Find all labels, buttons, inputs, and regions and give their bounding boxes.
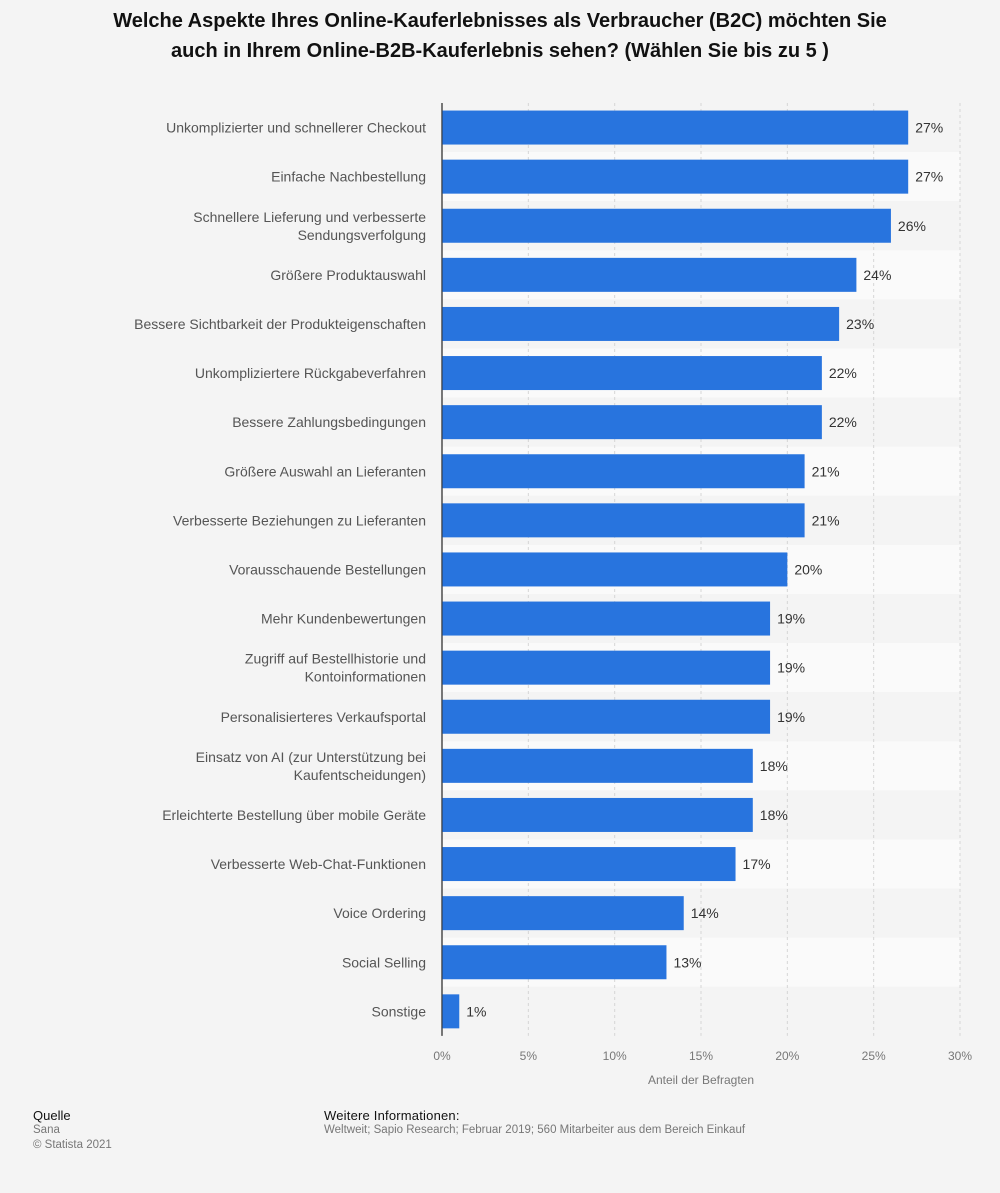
category-label: Schnellere Lieferung und verbesserte Send…: [193, 209, 426, 243]
value-label: 27%: [915, 169, 943, 185]
category-label: Vorausschauende Bestellungen: [229, 561, 426, 577]
bar[interactable]: [442, 454, 805, 489]
category-label-line: Sendungsverfolgung: [298, 227, 426, 243]
chart-title-line-2: auch in Ihrem Online-B2B-Kauferlebnis se…: [171, 40, 829, 62]
source-name[interactable]: Sana: [33, 1124, 60, 1136]
value-label: 23%: [846, 316, 874, 332]
bar[interactable]: [442, 405, 822, 440]
info-text: Weltweit; Sapio Research; Februar 2019; …: [324, 1124, 746, 1136]
bar[interactable]: [442, 797, 753, 832]
category-label: Social Selling: [342, 954, 426, 970]
category-label-line: Größere Auswahl an Lieferanten: [224, 463, 426, 479]
category-label-line: Mehr Kundenbewertungen: [261, 611, 426, 627]
x-tick-label: 5%: [520, 1049, 538, 1063]
source-block: Quelle Sana © Statista 2021: [33, 1108, 112, 1153]
value-label: 18%: [760, 758, 788, 774]
category-label-line: Verbesserte Web-Chat-Funktionen: [211, 856, 426, 872]
info-block: Weitere Informationen: Weltweit; Sapio R…: [324, 1108, 745, 1138]
category-label-line: Einfache Nachbestellung: [271, 169, 426, 185]
value-label: 14%: [691, 905, 719, 921]
value-label: 21%: [812, 463, 840, 479]
source-heading: Quelle: [33, 1108, 71, 1123]
category-label-line: Voice Ordering: [333, 905, 426, 921]
bar[interactable]: [442, 110, 909, 145]
value-label: 26%: [898, 218, 926, 234]
category-label: Unkomplizierter und schnellerer Checkout: [166, 120, 426, 136]
bar[interactable]: [442, 159, 909, 194]
copyright: © Statista 2021: [33, 1139, 112, 1151]
value-label: 21%: [812, 512, 840, 528]
info-heading: Weitere Informationen:: [324, 1108, 460, 1123]
value-label: 1%: [466, 1003, 486, 1019]
category-label: Voice Ordering: [333, 905, 426, 921]
category-label: Bessere Sichtbarkeit der Produkteigensch…: [134, 316, 426, 332]
category-label-line: Sonstige: [372, 1003, 427, 1019]
category-label: Erleichterte Bestellung über mobile Gerä…: [162, 807, 426, 823]
value-label: 22%: [829, 365, 857, 381]
category-label-line: Social Selling: [342, 954, 426, 970]
bar[interactable]: [442, 945, 667, 980]
bar-chart: 27% Unkomplizierter und schnellerer Check…: [134, 103, 972, 1087]
category-label: Mehr Kundenbewertungen: [261, 611, 426, 627]
bar[interactable]: [442, 699, 771, 734]
category-label: Größere Auswahl an Lieferanten: [224, 463, 426, 479]
bar[interactable]: [442, 601, 771, 636]
category-label: Unkompliziertere Rückgabeverfahren: [195, 365, 426, 381]
bar[interactable]: [442, 896, 684, 931]
category-label: Sonstige: [372, 1003, 427, 1019]
x-tick-label: 30%: [948, 1049, 972, 1063]
bar[interactable]: [442, 650, 771, 685]
value-label: 19%: [777, 660, 805, 676]
bar[interactable]: [442, 306, 840, 341]
category-label: Bessere Zahlungsbedingungen: [232, 414, 426, 430]
value-label: 22%: [829, 414, 857, 430]
value-label: 19%: [777, 709, 805, 725]
x-tick-label: 15%: [689, 1049, 713, 1063]
x-axis-title: Anteil der Befragten: [648, 1073, 754, 1087]
value-label: 20%: [794, 561, 822, 577]
category-label-line: Kaufentscheidungen): [294, 767, 426, 783]
category-label-line: Bessere Zahlungsbedingungen: [232, 414, 426, 430]
x-tick-label: 10%: [603, 1049, 627, 1063]
category-label: Größere Produktauswahl: [270, 267, 426, 283]
category-label-line: Verbesserte Beziehungen zu Lieferanten: [173, 512, 426, 528]
category-label-line: Einsatz von AI (zur Unterstützung bei: [196, 749, 426, 765]
x-tick-label: 20%: [775, 1049, 799, 1063]
category-label-line: Zugriff auf Bestellhistorie und: [245, 651, 426, 667]
category-label-line: Schnellere Lieferung und verbesserte: [193, 209, 426, 225]
category-label: Einfache Nachbestellung: [271, 169, 426, 185]
category-label: Verbesserte Web-Chat-Funktionen: [211, 856, 426, 872]
bar[interactable]: [442, 748, 753, 783]
category-label: Zugriff auf Bestellhistorie und Kontoinfo…: [245, 651, 426, 685]
bar[interactable]: [442, 503, 805, 538]
bar[interactable]: [442, 257, 857, 292]
bar[interactable]: [442, 208, 891, 243]
category-label: Einsatz von AI (zur Unterstützung bei Kau…: [196, 749, 426, 783]
bar[interactable]: [442, 847, 736, 882]
x-tick-label: 0%: [433, 1049, 451, 1063]
value-label: 19%: [777, 611, 805, 627]
value-label: 27%: [915, 120, 943, 136]
bar[interactable]: [442, 356, 822, 391]
category-label: Verbesserte Beziehungen zu Lieferanten: [173, 512, 426, 528]
value-label: 17%: [743, 856, 771, 872]
category-label-line: Personalisierteres Verkaufsportal: [221, 709, 426, 725]
category-label-line: Bessere Sichtbarkeit der Produkteigensch…: [134, 316, 426, 332]
value-label: 24%: [863, 267, 891, 283]
category-label: Personalisierteres Verkaufsportal: [221, 709, 426, 725]
chart-title: Welche Aspekte Ihres Online-Kauferlebnis…: [40, 6, 960, 66]
chart-title-line-1: Welche Aspekte Ihres Online-Kauferlebnis…: [113, 10, 887, 32]
category-label-line: Kontoinformationen: [305, 669, 426, 685]
x-tick-label: 25%: [862, 1049, 886, 1063]
bar[interactable]: [442, 994, 460, 1029]
bar[interactable]: [442, 552, 788, 587]
category-label-line: Erleichterte Bestellung über mobile Gerä…: [162, 807, 426, 823]
category-label-line: Unkompliziertere Rückgabeverfahren: [195, 365, 426, 381]
category-label-line: Vorausschauende Bestellungen: [229, 561, 426, 577]
category-label-line: Unkomplizierter und schnellerer Checkout: [166, 120, 426, 136]
value-label: 18%: [760, 807, 788, 823]
category-label-line: Größere Produktauswahl: [270, 267, 426, 283]
value-label: 13%: [673, 954, 701, 970]
